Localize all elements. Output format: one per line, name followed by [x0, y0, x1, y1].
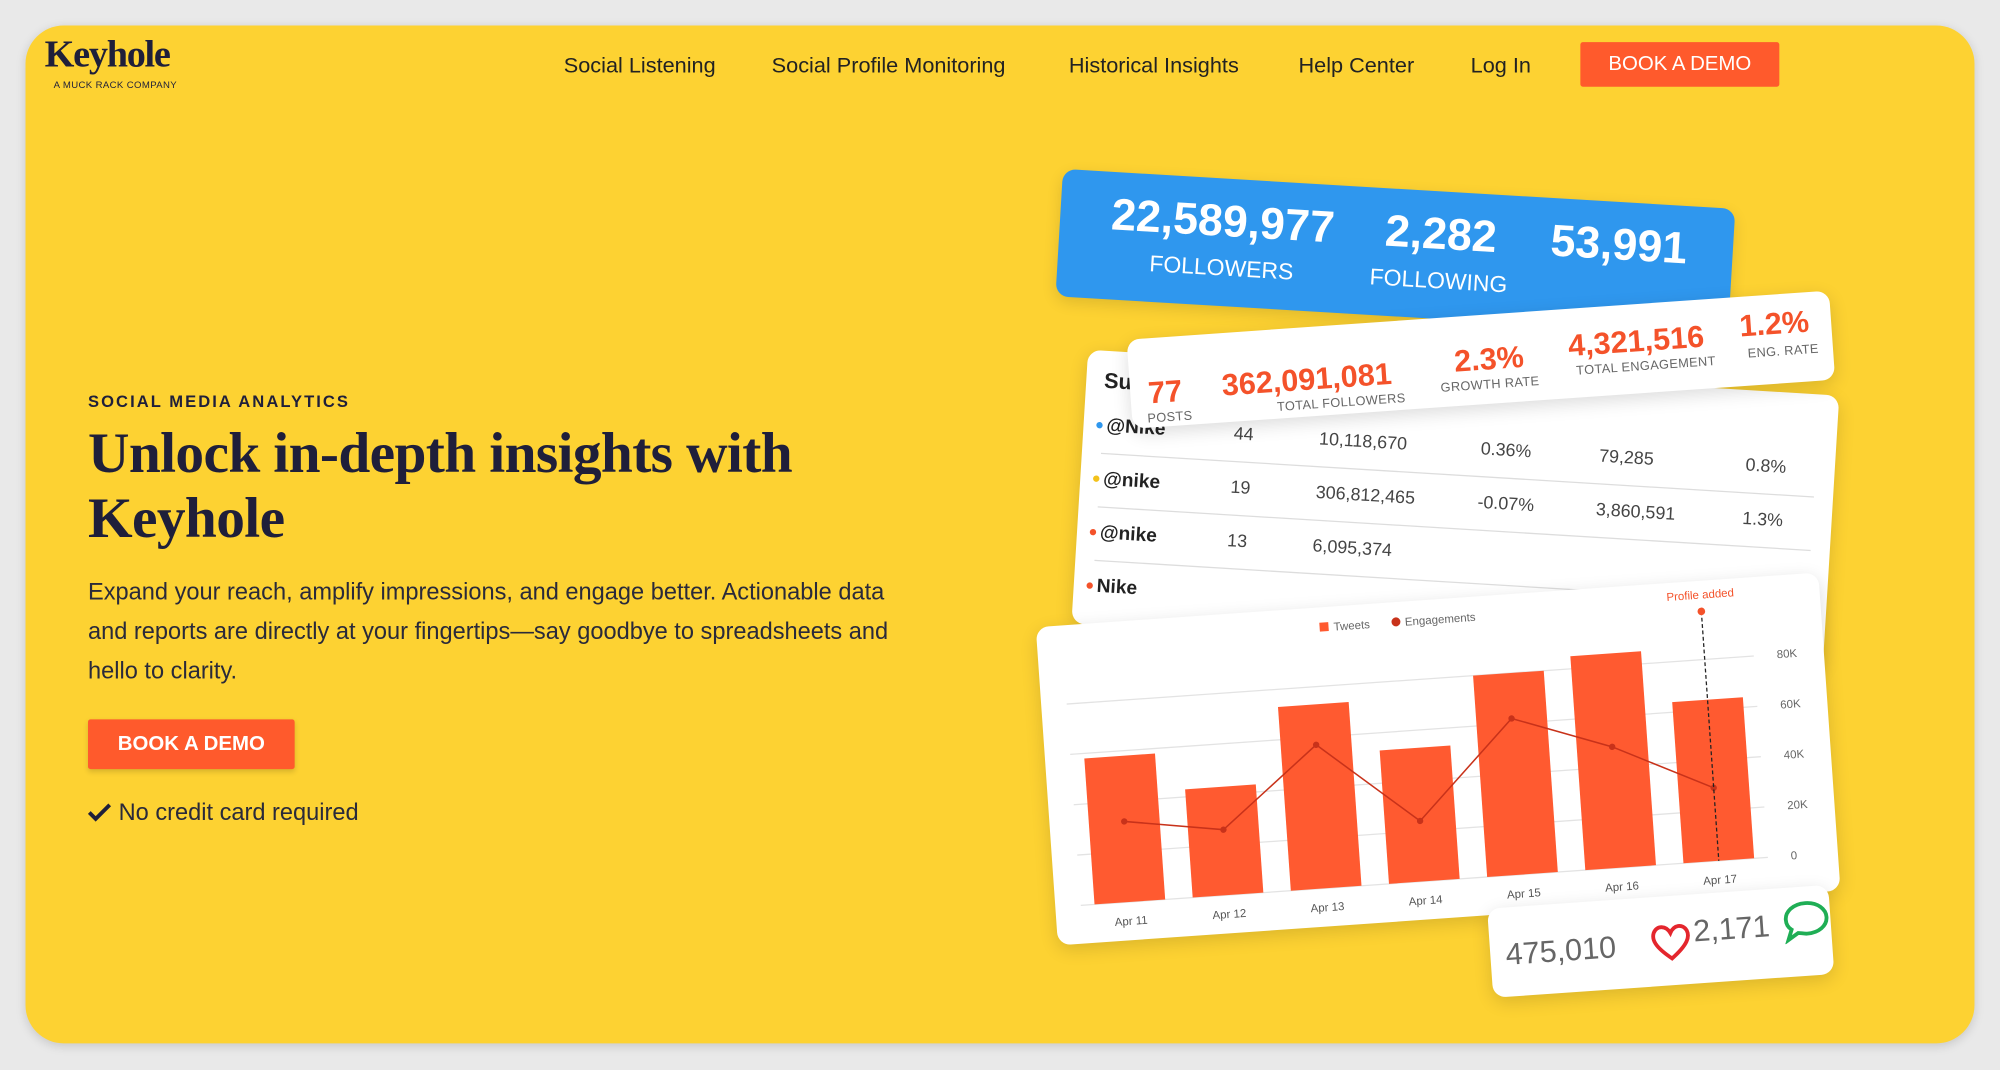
- bar: [1277, 702, 1362, 891]
- table-cell: -0.07%: [1476, 491, 1535, 515]
- legend-swatch: [1391, 617, 1401, 627]
- x-tick-label: Apr 16: [1605, 880, 1640, 894]
- x-tick-label: Apr 17: [1703, 874, 1738, 888]
- nav-link[interactable]: Social Profile Monitoring: [771, 53, 1006, 78]
- x-tick-label: Apr 15: [1507, 887, 1542, 901]
- hero-cta[interactable]: BOOK A DEMO: [88, 719, 295, 770]
- bar: [1185, 784, 1264, 898]
- stat-value: 53,991: [1549, 215, 1689, 274]
- table-cell: 6,095,374: [1312, 534, 1393, 560]
- bar: [1084, 753, 1166, 905]
- line-point: [1312, 741, 1320, 748]
- chart: 0 20K 40K 60K 80K Apr 11 Apr 12 Apr 13 Apr 14 Apr…: [1066, 587, 1809, 929]
- comment-icon: [1783, 901, 1829, 945]
- stat-label: FOLLOWING: [1368, 263, 1508, 298]
- likes-count: 475,010: [1504, 930, 1618, 973]
- annotation-line: [1700, 611, 1720, 861]
- y-tick-label: 0: [1790, 850, 1797, 862]
- hero-description: Expand your reach, amplify impressions, …: [88, 577, 889, 684]
- y-tick-label: 20K: [1787, 799, 1809, 812]
- row-divider: [1100, 452, 1814, 498]
- table-cell: 10,118,670: [1318, 427, 1408, 454]
- table-cell: 0.36%: [1480, 437, 1533, 462]
- nav-link[interactable]: Help Center: [1298, 53, 1415, 78]
- y-tick-label: 80K: [1776, 648, 1798, 661]
- platform-dot: [1086, 582, 1094, 589]
- comments-count: 2,171: [1692, 909, 1771, 950]
- bar: [1379, 745, 1460, 884]
- check-icon: [87, 803, 112, 822]
- line-point: [1609, 743, 1616, 751]
- logo[interactable]: Keyhole: [44, 33, 171, 76]
- legend-swatch: [1319, 622, 1329, 632]
- stat-value: 1.2%: [1738, 304, 1811, 345]
- x-tick-label: Apr 12: [1212, 908, 1247, 922]
- legend-label: Engagements: [1405, 612, 1477, 629]
- nav-link[interactable]: Historical Insights: [1068, 53, 1239, 78]
- engagement-card: 475,010 2,171: [1487, 884, 1835, 998]
- grid-line: [1070, 705, 1758, 756]
- stat-value: 22,589,977: [1109, 189, 1336, 253]
- grid-line: [1066, 655, 1754, 705]
- account-name: @nike: [1099, 521, 1158, 547]
- table-cell: 79,285: [1598, 444, 1655, 469]
- account-name: @nike: [1102, 468, 1161, 494]
- nav-link[interactable]: Log In: [1470, 53, 1531, 78]
- line-point: [1508, 715, 1515, 722]
- stat-label: POSTS: [1146, 409, 1194, 427]
- account-name: Nike: [1096, 575, 1138, 600]
- stat-label: FOLLOWERS: [1148, 250, 1295, 285]
- stat-value: 77: [1147, 374, 1184, 411]
- line-point: [1121, 818, 1128, 825]
- y-tick-label: 40K: [1783, 748, 1805, 761]
- hero-note: No credit card required: [118, 798, 359, 826]
- table-cell: 19: [1229, 476, 1252, 498]
- nav-cta[interactable]: BOOK A DEMO: [1580, 42, 1780, 87]
- table-cell: 3,860,591: [1595, 498, 1676, 524]
- table-cell: 0.8%: [1745, 453, 1787, 477]
- nav-link[interactable]: Social Listening: [563, 53, 716, 78]
- table-cell: 44: [1233, 422, 1255, 445]
- logo-tagline: A MUCK RACK COMPANY: [53, 79, 178, 91]
- line-point: [1416, 817, 1424, 825]
- hero-title: Unlock in-depth insights with Keyhole: [88, 420, 793, 550]
- x-tick-label: Apr 14: [1408, 894, 1443, 908]
- table-cell: 13: [1226, 529, 1248, 552]
- legend-label: Tweets: [1333, 619, 1370, 634]
- bar: [1570, 651, 1656, 871]
- bar: [1473, 670, 1558, 877]
- row-divider: [1097, 506, 1811, 552]
- heart-icon: [1651, 924, 1690, 961]
- stat-value: 2.3%: [1452, 340, 1525, 380]
- table-cell: 1.3%: [1741, 507, 1784, 531]
- x-tick-label: Apr 11: [1114, 915, 1148, 929]
- platform-dot: [1092, 475, 1100, 483]
- line-point: [1220, 826, 1227, 833]
- platform-dot: [1089, 528, 1097, 536]
- y-tick-label: 60K: [1780, 698, 1802, 711]
- stat-value: 2,282: [1383, 206, 1499, 263]
- x-tick-label: Apr 13: [1310, 901, 1345, 915]
- table-cell: 306,812,465: [1315, 481, 1416, 508]
- stat-label: ENG. RATE: [1747, 342, 1820, 362]
- eyebrow: SOCIAL MEDIA ANALYTICS: [88, 391, 351, 411]
- annotation-dot: [1697, 607, 1706, 616]
- annotation: Profile added: [1666, 587, 1734, 604]
- platform-dot: [1096, 421, 1103, 429]
- line-point: [1710, 784, 1717, 791]
- chart-card: 0 20K 40K 60K 80K Apr 11 Apr 12 Apr 13 Apr 14 Apr…: [1035, 572, 1841, 946]
